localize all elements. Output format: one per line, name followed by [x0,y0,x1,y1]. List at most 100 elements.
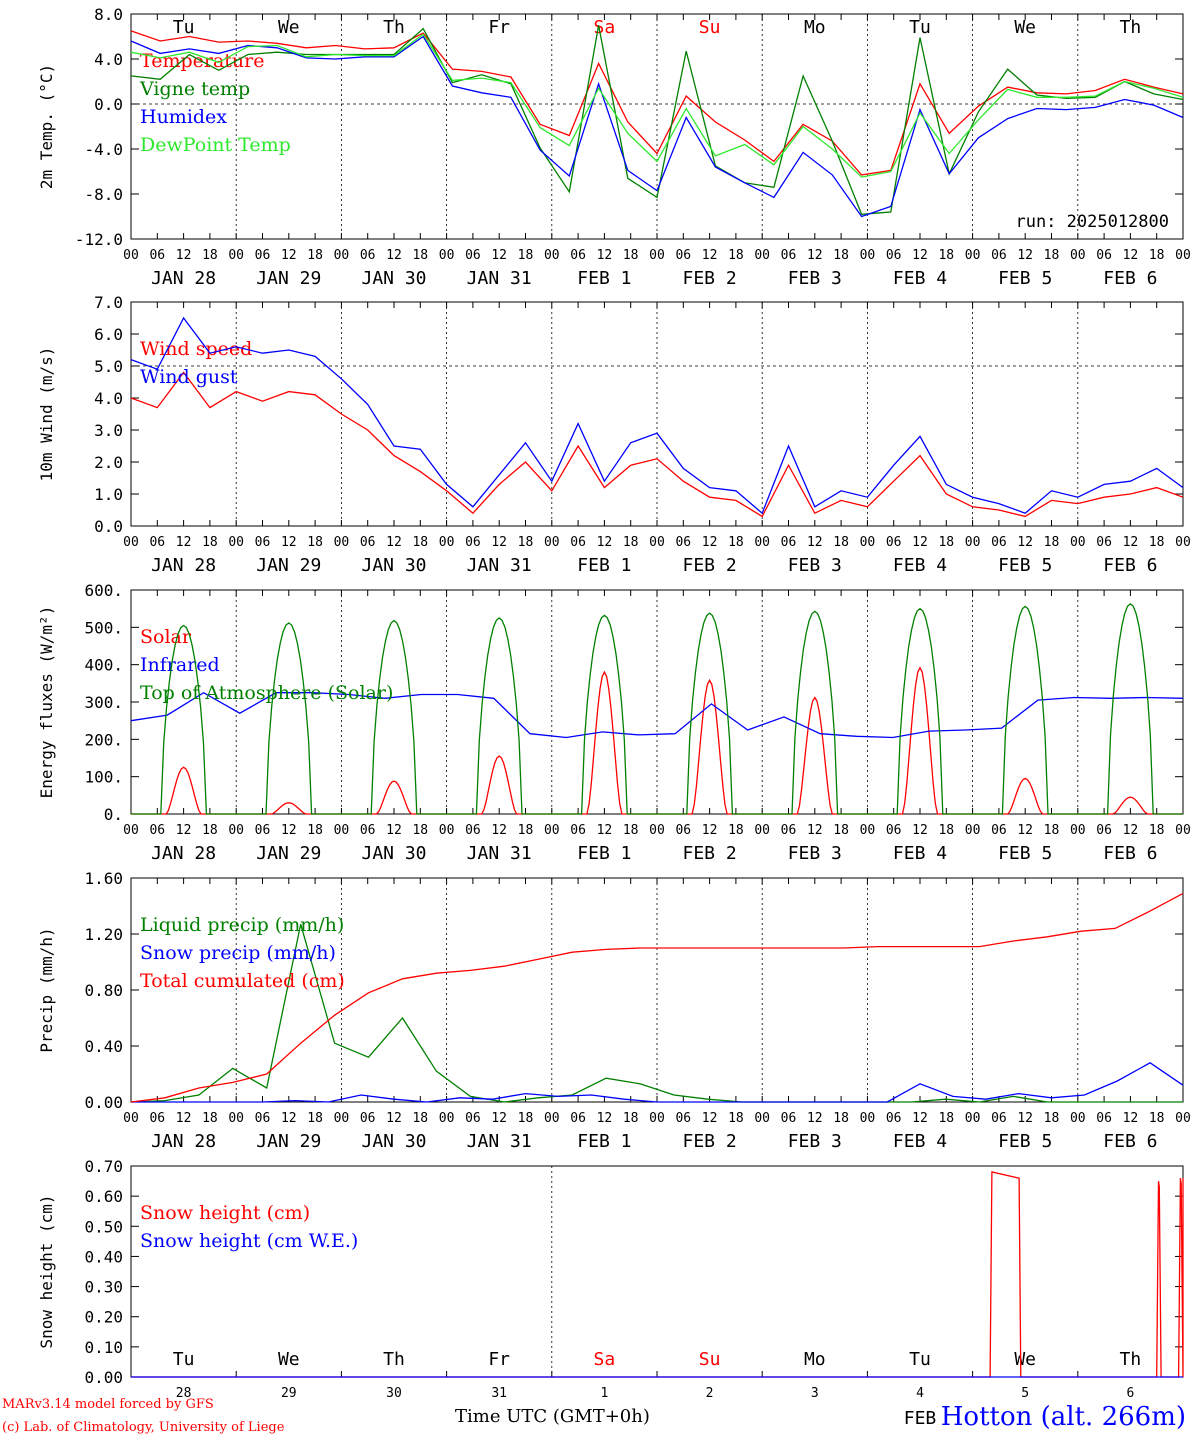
series-line-1-2 [130,25,1184,215]
x-day-label: JAN 28 [151,1131,216,1152]
x-hour-label: 06 [781,823,797,838]
x-hour-label: 12 [491,248,507,263]
x-hour-label: 12 [597,823,613,838]
x-hour-label: 00 [860,823,876,838]
x-day-label: FEB 1 [577,843,631,864]
legend-entry: Snow precip (mm/h) [140,942,336,964]
x-date-number: 4 [916,1386,924,1401]
x-hour-label: 18 [1149,823,1165,838]
x-hour-label: 00 [965,535,981,550]
x-hour-label: 06 [360,1111,376,1126]
y-tick-label: 0.60 [84,1187,123,1206]
x-day-label: FEB 4 [893,1131,947,1152]
x-hour-label: 18 [518,1111,534,1126]
x-hour-label: 18 [728,1111,744,1126]
x-hour-label: 12 [386,1111,402,1126]
x-hour-label: 06 [991,248,1007,263]
x-date-number: 31 [491,1386,507,1401]
x-hour-label: 06 [255,823,271,838]
x-day-label: FEB 4 [893,555,947,576]
x-day-label: JAN 29 [256,843,321,864]
x-hour-label: 00 [439,248,455,263]
x-hour-label: 06 [149,535,165,550]
x-hour-label: 06 [675,248,691,263]
x-hour-label: 06 [1096,823,1112,838]
series-line-3-2 [130,691,1184,739]
x-hour-label: 00 [754,1111,770,1126]
x-hour-label: 00 [123,248,139,263]
x-hour-label: 06 [465,248,481,263]
x-hour-label: 12 [807,248,823,263]
x-hour-label: 18 [202,823,218,838]
x-hour-label: 06 [1096,535,1112,550]
x-hour-label: 12 [176,248,192,263]
x-hour-label: 00 [228,823,244,838]
x-day-label: FEB 5 [998,268,1052,289]
x-hour-label: 12 [491,535,507,550]
x-hour-label: 06 [255,1111,271,1126]
y-tick-label: 1.20 [84,925,123,944]
legend-entry: Vigne temp [139,78,250,100]
panel-3: 600. 500. 400. 300. 200. 100. 0. Energy fluxes … [37,581,1191,864]
legend-entry: Top of Atmosphere (Solar) [140,682,393,704]
x-day-label: JAN 30 [361,268,426,289]
x-date-number: 30 [386,1386,402,1401]
weekday-label: Fr [488,1349,510,1370]
x-hour-label: 06 [149,823,165,838]
y-tick-label: 0.20 [84,1308,123,1327]
x-hour-label: 12 [912,535,928,550]
x-hour-label: 18 [1149,248,1165,263]
x-day-label: FEB 2 [683,268,737,289]
x-hour-label: 00 [1070,535,1086,550]
x-hour-label: 12 [912,1111,928,1126]
x-hour-label: 00 [123,1111,139,1126]
x-hour-label: 06 [886,823,902,838]
weekday-label: Sa [594,17,616,38]
x-hour-label: 18 [307,823,323,838]
x-day-label: JAN 30 [361,1131,426,1152]
weekday-label: Tu [909,17,931,38]
x-hour-label: 06 [255,248,271,263]
x-hour-label: 12 [597,248,613,263]
legend-entry: Humidex [140,106,227,128]
x-day-label: JAN 31 [467,268,532,289]
y-tick-label: 0.0 [94,517,123,536]
x-hour-label: 00 [649,823,665,838]
x-day-label: JAN 29 [256,1131,321,1152]
x-day-label: FEB 1 [577,555,631,576]
x-hour-label: 12 [491,1111,507,1126]
x-hour-label: 00 [439,1111,455,1126]
x-hour-label: 00 [965,823,981,838]
x-hour-label: 00 [123,535,139,550]
y-tick-label: 400. [84,656,123,675]
x-day-label: FEB 6 [1103,268,1157,289]
x-hour-label: 18 [202,1111,218,1126]
y-tick-label: 100. [84,768,123,787]
x-hour-label: 18 [623,823,639,838]
x-hour-label: 12 [1017,1111,1033,1126]
x-hour-label: 00 [965,248,981,263]
y-tick-label: 1.60 [84,869,123,888]
y-tick-label: 3.0 [94,421,123,440]
y-tick-label: 200. [84,730,123,749]
x-hour-label: 00 [649,1111,665,1126]
x-hour-label: 18 [518,248,534,263]
x-hour-label: 12 [912,248,928,263]
x-hour-label: 18 [412,1111,428,1126]
x-hour-label: 06 [360,248,376,263]
x-hour-label: 00 [1070,1111,1086,1126]
y-tick-label: 0.80 [84,981,123,1000]
x-hour-label: 12 [281,1111,297,1126]
x-hour-label: 06 [255,535,271,550]
x-date-number: 29 [281,1386,297,1401]
x-hour-label: 00 [1175,248,1191,263]
x-hour-label: 12 [1123,823,1139,838]
legend-entry: Liquid precip (mm/h) [140,914,344,936]
y-tick-label: 7.0 [94,293,123,312]
x-hour-label: 06 [570,1111,586,1126]
x-hour-label: 06 [570,248,586,263]
x-hour-label: 12 [1123,535,1139,550]
x-hour-label: 12 [491,823,507,838]
x-hour-label: 00 [860,535,876,550]
x-axis-title: Time UTC (GMT+0h) [455,1406,650,1427]
